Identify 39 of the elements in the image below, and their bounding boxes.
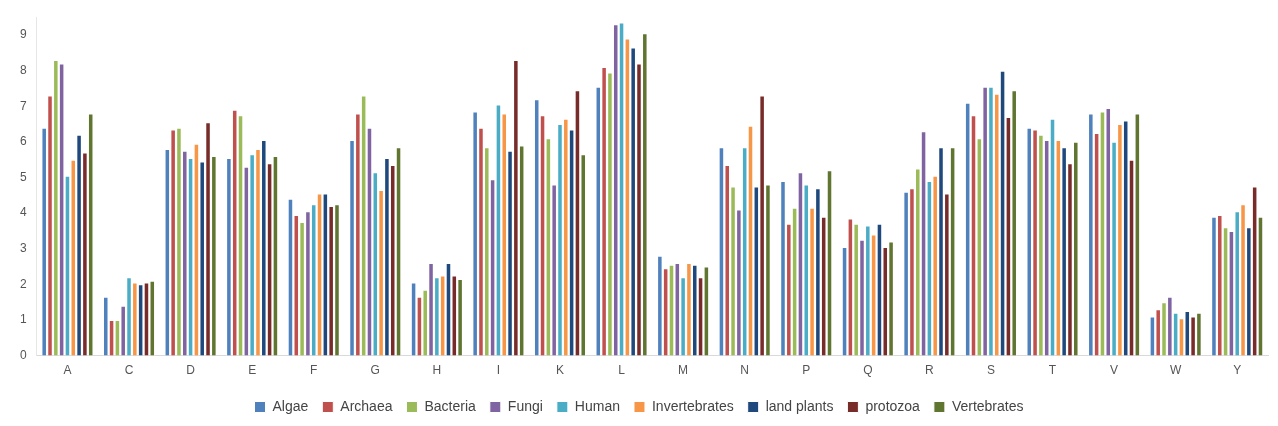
y-tick-label: 1 bbox=[19, 312, 27, 327]
y-tick-label: 9 bbox=[19, 27, 27, 42]
x-tick-label: S bbox=[986, 363, 995, 378]
legend-label: Fungi bbox=[507, 397, 543, 414]
x-tick-label: I bbox=[496, 363, 501, 378]
x-tick-label: Q bbox=[863, 363, 873, 378]
y-tick-label: 3 bbox=[19, 241, 27, 256]
y-tick-label: 4 bbox=[19, 205, 27, 220]
y-tick-label: 8 bbox=[19, 62, 27, 77]
y-tick-label: 2 bbox=[19, 276, 27, 291]
y-tick-label: 6 bbox=[19, 134, 27, 149]
x-tick-label: D bbox=[186, 363, 196, 378]
legend-label: Algae bbox=[272, 397, 309, 414]
legend-label: Human bbox=[574, 397, 620, 414]
y-tick-label: 7 bbox=[19, 98, 27, 113]
legend-label: Vertebrates bbox=[951, 397, 1024, 414]
x-tick-label: W bbox=[1169, 363, 1182, 378]
y-tick-label: 5 bbox=[19, 169, 27, 184]
x-tick-label: R bbox=[925, 363, 935, 378]
legend-label: protozoa bbox=[865, 397, 921, 414]
y-tick-label: 0 bbox=[19, 347, 27, 362]
legend-label: Bacteria bbox=[424, 397, 477, 414]
x-tick-label: T bbox=[1048, 363, 1057, 378]
x-tick-label: H bbox=[432, 363, 442, 378]
x-tick-label: N bbox=[740, 363, 750, 378]
x-tick-label: K bbox=[555, 363, 564, 378]
legend-label: Archaea bbox=[340, 397, 393, 414]
x-tick-label: M bbox=[678, 363, 689, 378]
x-tick-label: Y bbox=[1233, 363, 1242, 378]
x-tick-label: E bbox=[248, 363, 257, 378]
x-tick-label: P bbox=[802, 363, 811, 378]
x-tick-label: V bbox=[1110, 363, 1119, 378]
legend-label: Invertebrates bbox=[651, 397, 734, 414]
x-tick-label: F bbox=[310, 363, 318, 378]
x-tick-label: L bbox=[618, 363, 626, 378]
legend-label: land plants bbox=[765, 397, 834, 414]
x-tick-label: G bbox=[370, 363, 380, 378]
x-tick-label: A bbox=[63, 363, 72, 378]
x-tick-label: C bbox=[124, 363, 134, 378]
